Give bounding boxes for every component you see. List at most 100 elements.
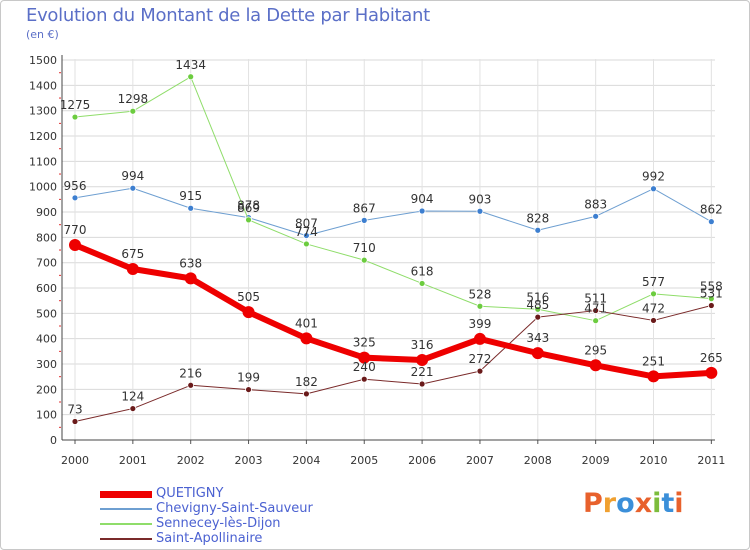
data-point [302,232,310,239]
data-point [71,194,79,202]
data-point [534,305,542,313]
data-label: 325 [353,336,376,350]
data-point [476,302,484,310]
series-line-1 [74,187,712,237]
data-point [302,390,310,398]
series-line-2 [74,76,712,322]
data-label: 1434 [175,58,206,72]
data-point [187,73,195,81]
data-point [707,302,715,309]
data-point [592,307,600,314]
legend-label: Chevigny-Saint-Sauveur [156,501,313,516]
data-label: 618 [411,264,434,278]
data-label: 867 [353,201,376,215]
x-tick-label: 2002 [177,454,205,467]
data-point [360,256,368,264]
y-tick-label: 1500 [29,54,57,67]
data-point [476,367,484,375]
data-point [360,375,368,383]
y-tick-label: 1100 [29,155,57,168]
data-label: 992 [642,170,665,184]
data-label: 511 [584,292,607,306]
data-label: 472 [642,301,665,315]
y-tick-label: 500 [36,307,57,320]
data-label: 878 [237,199,260,213]
data-point [416,353,429,366]
data-label: 265 [700,351,723,365]
x-tick-label: 2003 [235,454,263,467]
data-point [531,347,544,360]
data-labels: 770 675 638 505 401 325 316 399 343 295 251 265 956 9… [60,58,723,417]
data-label: 124 [121,390,144,404]
legend-swatch [100,538,152,540]
data-label: 221 [411,365,434,379]
legend-label: QUETIGNY [156,486,224,501]
data-point [129,107,137,115]
x-tick-label: 2001 [119,454,147,467]
data-label: 528 [468,287,491,301]
series-line-0 [72,241,715,380]
y-tick-label: 300 [36,358,57,371]
data-point [534,226,542,234]
data-label: 471 [584,302,607,316]
y-tick-label: 1200 [29,130,57,143]
data-point [705,366,718,379]
data-label: 915 [179,189,202,203]
data-point [650,185,657,193]
data-point [184,272,197,285]
data-label: 531 [700,286,723,300]
data-label: 807 [295,217,318,231]
data-point [476,207,484,215]
data-label: 216 [179,366,202,380]
data-label: 710 [353,241,376,255]
data-label: 73 [67,403,82,417]
axes: 0 100 200 300 400 500 600 700 800 900 1000 1100 1200… [29,54,725,467]
data-point [358,351,371,364]
data-point [360,216,368,224]
data-label: 869 [237,201,260,215]
x-tick-label: 2010 [640,454,668,467]
y-tick-label: 1000 [29,181,57,194]
y-tick-label: 0 [50,434,57,447]
chart-unit: (en €) [26,28,59,41]
legend-item-sennecey: Sennecey-lès-Dijon [100,516,360,533]
data-label: 343 [526,331,549,345]
data-label: 774 [295,225,318,239]
data-label: 272 [468,352,491,366]
grid [62,59,715,440]
legend-label: Sennecey-lès-Dijon [156,516,281,531]
x-tick-label: 2000 [61,454,89,467]
data-point [592,317,600,325]
data-label: 904 [411,192,434,206]
data-point [71,418,79,425]
data-point [473,332,486,345]
data-point [589,359,602,372]
data-label: 558 [700,280,723,294]
data-point [187,381,195,389]
y-tick-label: 400 [36,333,57,346]
legend-swatch [100,491,152,498]
legend-swatch [100,523,152,525]
y-tick-label: 800 [36,231,57,244]
data-point [187,204,195,212]
data-point [707,218,715,226]
legend-item-saint-apollinaire: Saint-Apollinaire [100,531,360,548]
data-point [245,386,252,393]
legend-item-chevigny: Chevigny-Saint-Sauveur [100,501,360,518]
x-tick-label: 2007 [466,454,494,467]
y-tick-label: 1400 [29,79,57,92]
y-tick-label: 900 [36,206,57,219]
data-label: 994 [121,169,144,183]
data-label: 316 [411,338,434,352]
data-point [650,317,657,324]
y-tick-label: 200 [36,383,57,396]
x-tick-label: 2006 [408,454,436,467]
data-point [71,113,79,121]
legend-label: Saint-Apollinaire [156,531,263,546]
data-point [126,263,139,276]
data-point [129,405,137,412]
legend-item-quetigny: QUETIGNY [100,486,360,503]
data-label: 1275 [60,98,91,112]
y-tick-label: 1300 [29,105,57,118]
x-tick-label: 2004 [292,454,320,467]
